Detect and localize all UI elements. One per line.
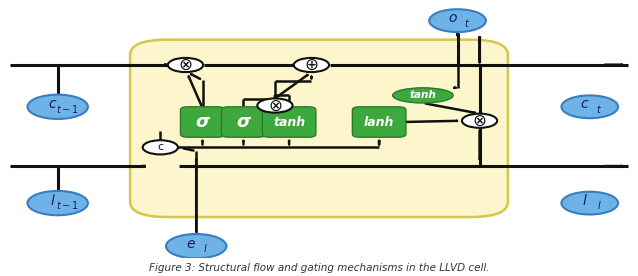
FancyBboxPatch shape <box>130 40 508 217</box>
Text: Figure 3: Structural flow and gating mechanisms in the LLVD cell.: Figure 3: Structural flow and gating mec… <box>149 263 489 273</box>
Text: $t-1$: $t-1$ <box>56 199 78 211</box>
Circle shape <box>294 58 329 72</box>
Text: $t-1$: $t-1$ <box>56 103 78 115</box>
Text: ⊕: ⊕ <box>304 56 318 74</box>
Circle shape <box>561 192 618 214</box>
Circle shape <box>27 191 88 215</box>
Text: $o$: $o$ <box>448 11 457 25</box>
Text: tanh: tanh <box>410 91 436 100</box>
Circle shape <box>561 95 618 118</box>
Text: $l$: $l$ <box>50 193 56 208</box>
FancyBboxPatch shape <box>221 107 265 137</box>
FancyBboxPatch shape <box>262 107 316 137</box>
Text: ⊗: ⊗ <box>473 112 487 130</box>
FancyBboxPatch shape <box>352 107 406 137</box>
Circle shape <box>143 140 178 155</box>
Text: $t$: $t$ <box>464 17 470 29</box>
Text: $e$: $e$ <box>186 237 196 251</box>
Text: σ: σ <box>237 113 251 131</box>
Text: $l$: $l$ <box>204 242 208 254</box>
Ellipse shape <box>392 88 453 103</box>
Text: $l$: $l$ <box>582 193 588 208</box>
Text: $c$: $c$ <box>580 97 590 111</box>
Circle shape <box>429 9 486 32</box>
Circle shape <box>27 95 88 119</box>
Text: $c$: $c$ <box>48 97 57 111</box>
Text: c: c <box>157 142 163 152</box>
Text: σ: σ <box>195 113 209 131</box>
Text: tanh: tanh <box>273 115 305 129</box>
FancyBboxPatch shape <box>181 107 225 137</box>
Circle shape <box>257 99 293 113</box>
Circle shape <box>462 114 497 128</box>
Text: ⊗: ⊗ <box>179 56 193 74</box>
Circle shape <box>166 234 226 258</box>
Text: $t$: $t$ <box>596 103 602 115</box>
Circle shape <box>168 58 203 72</box>
Text: ⊗: ⊗ <box>268 97 282 115</box>
Text: lanh: lanh <box>364 115 394 129</box>
Text: $l$: $l$ <box>597 199 602 211</box>
